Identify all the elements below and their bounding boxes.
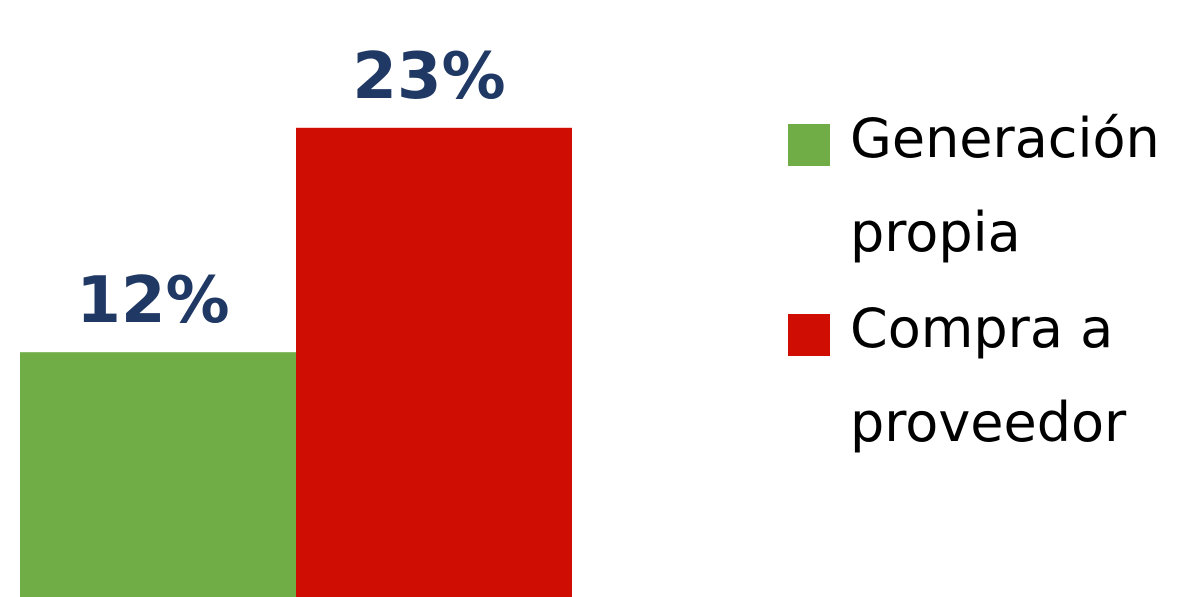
data-labels-layer: 12% 23% (76, 40, 505, 338)
bar-compra-a-proveedor (296, 127, 572, 597)
legend-item-generacion-propia: Generación propia (788, 107, 1198, 280)
legend-swatch-compra-a-proveedor (788, 314, 830, 356)
data-label-compra-a-proveedor: 23% (352, 40, 505, 114)
legend-label-generacion-propia: Generación propia (850, 107, 1160, 264)
bar-generacion-propia (20, 352, 296, 597)
legend-swatch-generacion-propia (788, 124, 830, 166)
data-label-generacion-propia: 12% (76, 264, 229, 338)
legend-label-compra-a-proveedor: Compra a proveedor (850, 297, 1127, 454)
bars-layer (20, 127, 572, 597)
legend-item-compra-a-proveedor: Compra a proveedor (788, 297, 1198, 470)
legend: Generación propia Compra a proveedor (788, 107, 1198, 492)
